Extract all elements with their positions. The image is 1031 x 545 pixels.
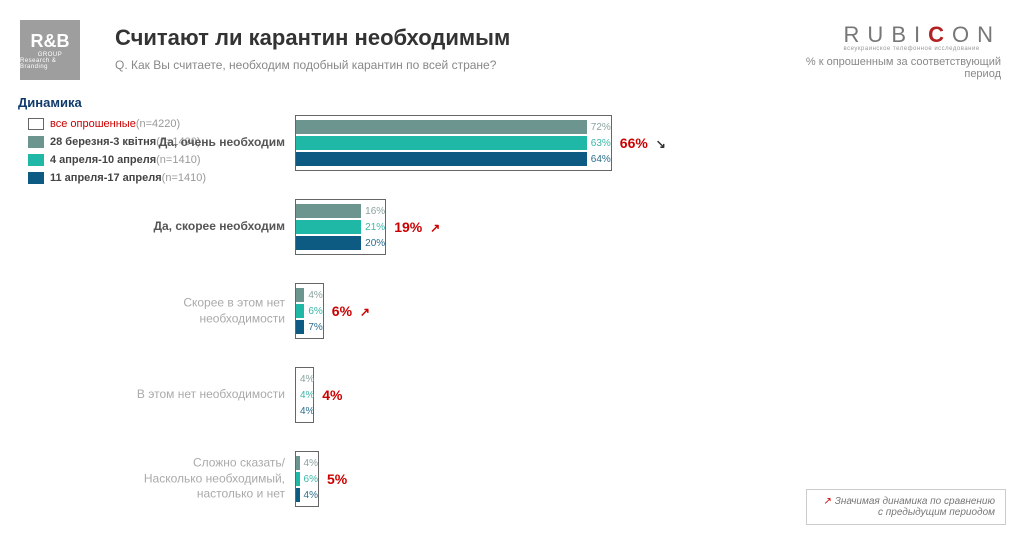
bar-value: 4% — [300, 374, 314, 385]
rubicon-sub: всеукраинское телефонное исследование — [844, 46, 1001, 52]
bar-row: 63% — [296, 135, 611, 151]
bar-row: 21% — [296, 219, 385, 235]
group-label: Да, скорее необходим — [115, 219, 285, 235]
bar-value: 4% — [300, 406, 314, 417]
legend-swatch — [28, 154, 44, 166]
rubicon-c: C — [928, 22, 952, 47]
group-main-value: 5% — [327, 471, 347, 487]
group-main-value: 6% ↗ — [332, 303, 370, 319]
group-main-value: 4% — [322, 387, 342, 403]
bar-value: 4% — [308, 290, 322, 301]
legend-n: (n=4220) — [136, 118, 180, 130]
legend-row: все опрошенные(n=4220) — [28, 118, 206, 130]
outer-bar: 16% 21% 20% — [295, 199, 386, 255]
bar-row: 4% — [296, 287, 323, 303]
legend: все опрошенные(n=4220)28 березня-3 квітн… — [28, 118, 206, 190]
bar-value: 6% — [308, 306, 322, 317]
logo-left-sub2: Research & Branding — [20, 58, 80, 70]
bar-row: 16% — [296, 203, 385, 219]
rubicon-on: ON — [952, 22, 1001, 47]
logo-left: R&B GROUP Research & Branding — [20, 20, 80, 80]
chart-group: Да, скорее необходим16%21%20%19% ↗ — [295, 199, 995, 255]
legend-n: (n=1410) — [162, 172, 206, 184]
legend-n: (n=1410) — [156, 154, 200, 166]
bar-value: 6% — [304, 474, 318, 485]
bar — [296, 472, 300, 486]
bar — [296, 488, 300, 502]
arrow-down-icon: ↘ — [656, 137, 666, 151]
outer-bar: 4% 6% 7% — [295, 283, 324, 339]
bar — [296, 304, 304, 318]
bar-value: 4% — [300, 390, 314, 401]
bar — [296, 288, 304, 302]
bar-value: 7% — [308, 322, 322, 333]
page-title: Считают ли карантин необходимым — [115, 25, 510, 51]
bar-value: 72% — [591, 122, 611, 133]
bar — [296, 220, 361, 234]
legend-swatch — [28, 172, 44, 184]
group-main-value: 19% ↗ — [394, 219, 440, 235]
bar-value: 16% — [365, 206, 385, 217]
legend-label: все опрошенные(n=4220) — [50, 118, 180, 130]
outer-bar: 4% 4% 4% — [295, 367, 314, 423]
bar-value: 64% — [591, 154, 611, 165]
footnote: ↗ Значимая динамика по сравнению с преды… — [806, 489, 1006, 525]
bar — [296, 152, 587, 166]
arrow-up-icon: ↗ — [430, 221, 440, 235]
chart-group: В этом нет необходимости4%4%4%4% — [295, 367, 995, 423]
bar-value: 4% — [304, 490, 318, 501]
outer-bar: 4% 6% 4% — [295, 451, 319, 507]
legend-swatch — [28, 136, 44, 148]
legend-label: 11 апреля-17 апреля(n=1410) — [50, 172, 206, 184]
logo-left-text: R&B — [31, 31, 70, 52]
bar-row: 72% — [296, 119, 611, 135]
bar-row: 4% — [296, 371, 313, 387]
page-subtitle: Q. Как Вы считаете, необходим подобный к… — [115, 58, 496, 72]
bar — [296, 320, 304, 334]
chart-group: Скорее в этом нет необходимости4%6%7%6% … — [295, 283, 995, 339]
bar — [296, 456, 300, 470]
bar — [296, 120, 587, 134]
bar-row: 6% — [296, 303, 323, 319]
chart-area: Да, очень необходим72%63%64%66% ↘Да, ско… — [295, 115, 995, 535]
bar — [296, 204, 361, 218]
pct-label: % к опрошенным за соответствующий период — [781, 56, 1001, 80]
legend-swatch — [28, 118, 44, 130]
bar-row: 7% — [296, 319, 323, 335]
group-label: В этом нет необходимости — [115, 387, 285, 403]
group-main-value: 66% ↘ — [620, 135, 666, 151]
group-label: Да, очень необходим — [115, 135, 285, 151]
footnote-text: Значимая динамика по сравнению с предыду… — [835, 496, 995, 518]
bar-row: 20% — [296, 235, 385, 251]
bar — [296, 236, 361, 250]
bar-value: 63% — [591, 138, 611, 149]
bar-row: 64% — [296, 151, 611, 167]
legend-row: 4 апреля-10 апреля(n=1410) — [28, 154, 206, 166]
bar-row: 4% — [296, 387, 313, 403]
arrow-up-icon: ↗ — [360, 305, 370, 319]
chart-group: Да, очень необходим72%63%64%66% ↘ — [295, 115, 995, 171]
bar-row: 4% — [296, 403, 313, 419]
legend-row: 11 апреля-17 апреля(n=1410) — [28, 172, 206, 184]
bar-value: 4% — [304, 458, 318, 469]
outer-bar: 72% 63% 64% — [295, 115, 612, 171]
bar-value: 20% — [365, 238, 385, 249]
bar-value: 21% — [365, 222, 385, 233]
footnote-arrow-icon: ↗ — [824, 496, 832, 507]
bar — [296, 136, 587, 150]
bar-row: 4% — [296, 487, 318, 503]
bar-row: 6% — [296, 471, 318, 487]
group-label: Скорее в этом нет необходимости — [115, 295, 285, 326]
group-label: Сложно сказать/Насколько необходимый, на… — [115, 456, 285, 503]
rubicon-r: RUBI — [844, 22, 929, 47]
dynamics-label: Динамика — [18, 95, 82, 110]
legend-label: 4 апреля-10 апреля(n=1410) — [50, 154, 200, 166]
bar-row: 4% — [296, 455, 318, 471]
rubicon-logo: RUBICON всеукраинское телефонное исследо… — [844, 22, 1001, 52]
